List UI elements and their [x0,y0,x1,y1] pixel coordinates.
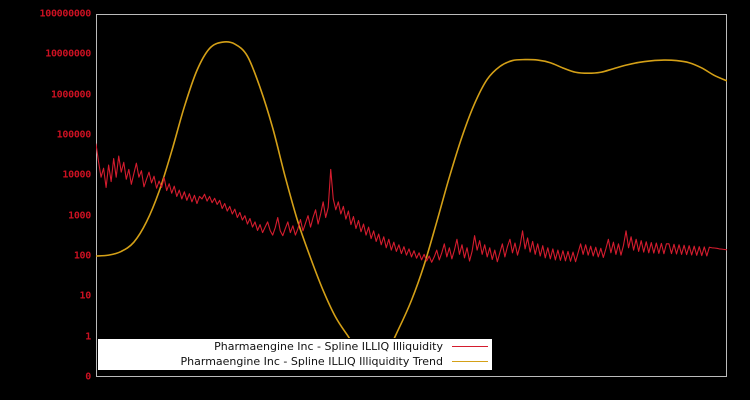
y-axis-tick-labels: 100000000 10000000 1000000 100000 10000 1000 1… [0,0,92,400]
y-tick-label: 1 [85,331,91,343]
legend-label-illiquidity: Pharmaengine Inc - Spline ILLIQ Illiquid… [214,340,443,353]
chart-legend: Pharmaengine Inc - Spline ILLIQ Illiquid… [97,338,493,371]
y-tick-label: 1000000 [50,89,91,101]
legend-entry-illiquidity: Pharmaengine Inc - Spline ILLIQ Illiquid… [98,339,492,354]
y-tick-label: 100000000 [39,8,92,20]
legend-entry-trend: Pharmaengine Inc - Spline ILLIQ Illiquid… [98,354,492,369]
legend-swatch-trend-icon [452,361,488,362]
legend-swatch-illiquidity-icon [452,346,488,347]
series-group [96,41,727,360]
y-tick-label: 10000 [62,169,91,181]
trend-line [96,41,727,360]
y-tick-label: 100 [73,250,91,262]
y-tick-label: 10000000 [45,48,91,60]
y-tick-label: 100000 [56,129,92,141]
y-tick-label: 1000 [68,210,91,222]
plot-area-frame [96,14,727,377]
plot-canvas [96,41,727,360]
y-tick-label: 0 [85,371,91,383]
legend-label-trend: Pharmaengine Inc - Spline ILLIQ Illiquid… [180,355,443,368]
illiquidity-line [96,143,727,263]
y-tick-label: 10 [79,290,92,302]
